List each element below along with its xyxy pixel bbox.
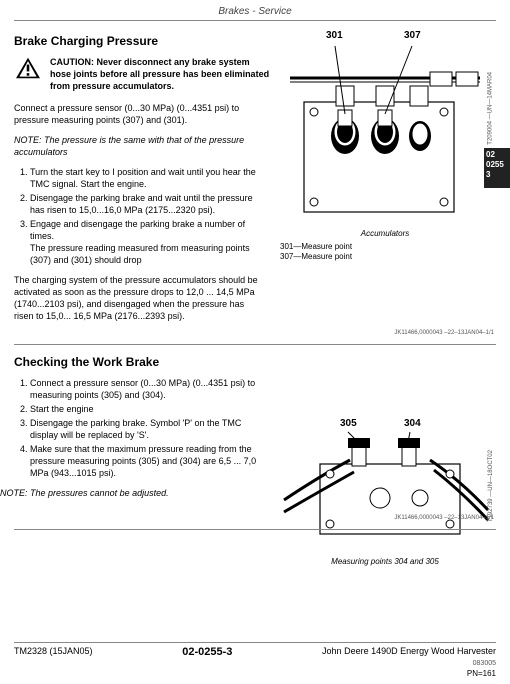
section-work-brake: Checking the Work Brake Connect a pressu… [14,355,274,499]
section1-title: Brake Charging Pressure [14,34,274,48]
section1-closing: The charging system of the pressure accu… [14,274,264,322]
header-rule [14,20,496,21]
section2-steps: Connect a pressure sensor (0...30 MPa) (… [14,377,264,479]
footer-sub: 083005 [14,660,496,667]
section1-intro: Connect a pressure sensor (0...30 MPa) (… [14,102,264,126]
section2-step-1: Connect a pressure sensor (0...30 MPa) (… [30,377,264,401]
section2-step-4: Make sure that the maximum pressure read… [30,443,264,479]
page-header: Brakes - Service [0,6,510,17]
section2-note: NOTE: The pressures cannot be adjusted. [0,487,250,499]
section2-step-2: Start the engine [30,403,264,415]
section1-step-1: Turn the start key to I position and wai… [30,166,264,190]
section-divider [14,344,496,345]
page-footer: TM2328 (15JAN05) 02-0255-3 John Deere 14… [14,642,496,678]
section2-tinyref: JK11466,0000043 –22–13JAN04–1/1 [14,515,494,521]
caution-block: CAUTION: Never disconnect any brake syst… [14,56,274,92]
section1-step-3: Engage and disengage the parking brake a… [30,218,264,266]
footer-left: TM2328 (15JAN05) [14,646,93,658]
section1-steps: Turn the start key to I position and wai… [14,166,264,266]
caution-text: CAUTION: Never disconnect any brake syst… [50,56,270,92]
figure2-caption: Measuring points 304 and 305 [280,557,490,566]
section-brake-charging: Brake Charging Pressure CAUTION: Never d… [14,34,274,322]
section-divider-2 [14,529,496,530]
section2-step-3: Disengage the parking brake. Symbol 'P' … [30,417,264,441]
note-body-2: The pressures cannot be adjusted. [30,488,169,498]
caution-icon [14,56,42,92]
caution-label: CAUTION: [50,57,94,67]
note-label-2: NOTE: [0,488,28,498]
footer-right: John Deere 1490D Energy Wood Harvester [322,646,496,658]
footer-rule [14,642,496,643]
section2-title: Checking the Work Brake [14,355,274,369]
section1-tinyref: JK11466,0000043 –22–13JAN04–1/1 [14,330,494,336]
section1-step-2: Disengage the parking brake and wait unt… [30,192,264,216]
footer-pn: PN=161 [14,669,496,678]
footer-mid: 02-0255-3 [182,646,232,658]
note-body: The pressure is the same with that of th… [14,135,244,157]
section1-note: NOTE: The pressure is the same with that… [14,134,264,158]
note-label: NOTE: [14,135,42,145]
